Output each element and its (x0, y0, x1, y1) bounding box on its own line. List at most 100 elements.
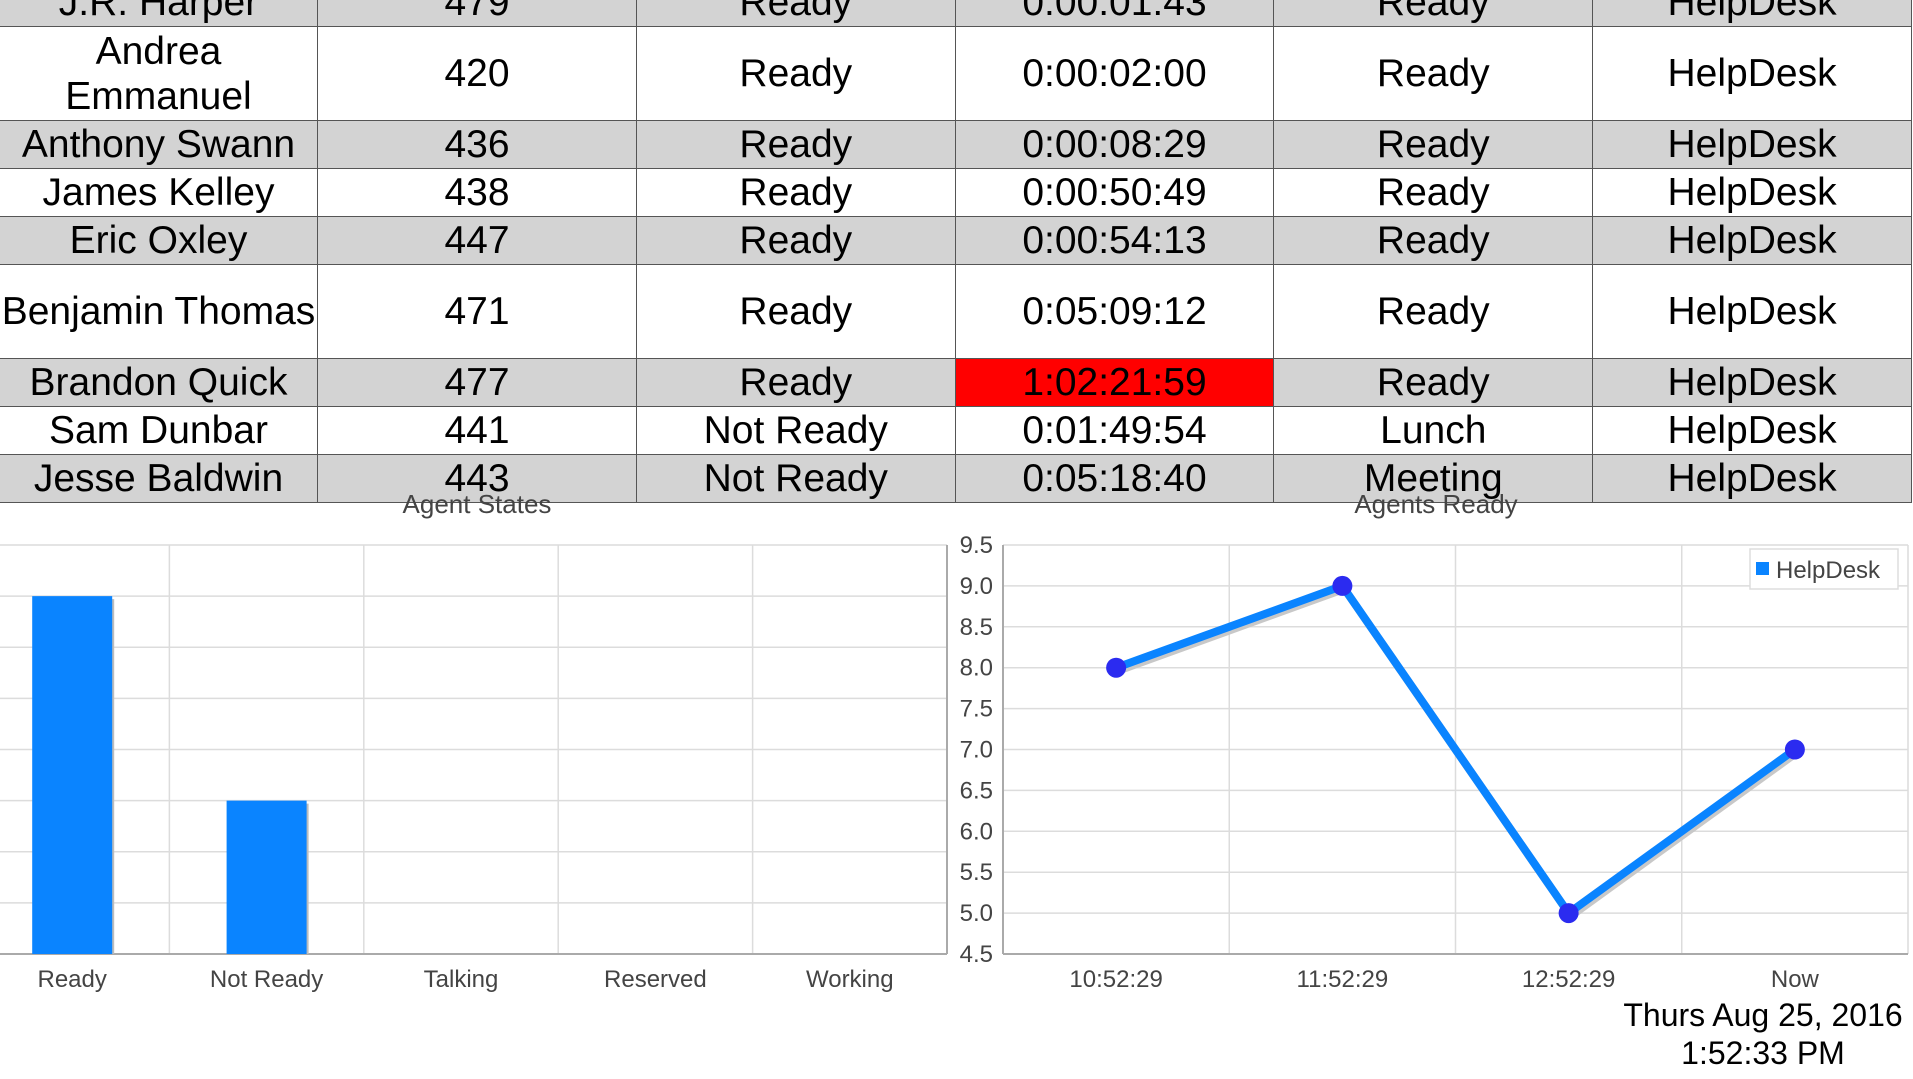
table-row: James Kelley 438 Ready 0:00:50:49 Ready HelpD… (0, 168, 1912, 217)
y-tick-label: 6.0 (960, 818, 993, 845)
state-reason: Ready (1273, 0, 1594, 27)
agent-name: Anthony Swann (0, 120, 318, 169)
table-row: Anthony Swann 436 Ready 0:00:08:29 Ready Help… (0, 120, 1912, 169)
agent-name: Sam Dunbar (0, 406, 318, 455)
x-tick-label: 10:52:29 (1069, 966, 1162, 993)
y-tick-label: 5.5 (960, 859, 993, 886)
bar (226, 800, 307, 954)
agent-group: HelpDesk (1592, 358, 1912, 407)
table-row: Andrea Emmanuel 420 Ready 0:00:02:00 Ready He… (0, 26, 1912, 121)
legend-label: HelpDesk (1776, 557, 1881, 584)
table-row: Benjamin Thomas 471 Ready 0:05:09:12 Ready He… (0, 264, 1912, 359)
state-duration-alert: 1:02:21:59 (954, 358, 1275, 407)
state-reason: Ready (1273, 120, 1594, 169)
x-tick-label: Not Ready (210, 966, 323, 993)
state-duration: 0:05:18:40 (954, 454, 1275, 503)
agent-group: HelpDesk (1592, 120, 1912, 169)
agent-group: HelpDesk (1592, 168, 1912, 217)
x-tick-label: Talking (424, 966, 499, 993)
state-reason: Ready (1273, 216, 1594, 265)
y-tick-label: 7.0 (960, 737, 993, 764)
table-row: J.R. Harper 479 Ready 0:00:01:43 Ready HelpDe… (0, 0, 1912, 27)
x-tick-label: 12:52:29 (1522, 966, 1615, 993)
state-duration: 0:05:09:12 (954, 264, 1275, 359)
state-duration: 0:00:02:00 (954, 26, 1275, 121)
agent-states-chart: Agent States012345678ReadyNot ReadyTalki… (0, 489, 948, 993)
x-tick-label: 11:52:29 (1297, 966, 1389, 993)
x-tick-label: Reserved (604, 966, 707, 993)
chart-title: Agents Ready (1354, 489, 1517, 519)
timestamp: Thurs Aug 25, 2016 1:52:33 PM (1613, 996, 1913, 1072)
state-reason: Meeting (1273, 454, 1594, 503)
chart-title: Agent States (403, 489, 552, 519)
data-point (1106, 657, 1127, 678)
timestamp-time: 1:52:33 PM (1681, 1035, 1845, 1071)
state-reason: Ready (1273, 264, 1594, 359)
state-duration: 0:00:08:29 (954, 120, 1275, 169)
y-tick-label: 8.5 (960, 614, 993, 641)
table-row: Brandon Quick 477 Ready 1:02:21:59 Ready Help… (0, 358, 1912, 407)
timestamp-date: Thurs Aug 25, 2016 (1623, 997, 1903, 1033)
agent-name: Brandon Quick (0, 358, 318, 407)
agent-state: Ready (636, 0, 956, 27)
agent-extension: 443 (316, 454, 638, 503)
state-duration: 0:01:49:54 (954, 406, 1275, 455)
agent-name: James Kelley (0, 168, 318, 217)
agent-extension: 447 (316, 216, 638, 265)
agent-name: Eric Oxley (0, 216, 318, 265)
agent-group: HelpDesk (1592, 26, 1912, 121)
agent-extension: 477 (316, 358, 638, 407)
agent-group: HelpDesk (1592, 216, 1912, 265)
table-row: Sam Dunbar 441 Not Ready 0:01:49:54 Lunch Hel… (0, 406, 1912, 455)
agent-state: Not Ready (636, 406, 956, 455)
agent-state: Ready (636, 216, 956, 265)
bar (32, 596, 113, 954)
state-duration: 0:00:01:43 (954, 0, 1275, 27)
state-reason: Ready (1273, 358, 1594, 407)
agent-extension: 441 (316, 406, 638, 455)
agent-extension: 479 (316, 0, 638, 27)
data-point (1784, 739, 1805, 760)
agent-group: HelpDesk (1592, 0, 1912, 27)
x-tick-label: Now (1771, 966, 1820, 993)
x-tick-label: Working (806, 966, 894, 993)
agent-extension: 471 (316, 264, 638, 359)
agent-name: Andrea Emmanuel (0, 26, 318, 121)
agent-extension: 438 (316, 168, 638, 217)
data-point (1558, 903, 1579, 924)
agent-extension: 420 (316, 26, 638, 121)
y-tick-label: 7.5 (960, 696, 993, 723)
legend-box (1749, 548, 1899, 590)
y-tick-label: 9.5 (960, 532, 993, 559)
agent-state: Ready (636, 264, 956, 359)
agents-ready-chart: Agents Ready 4.5 5.0 5.5 6.0 6.5 7.0 7.5 8.0 8.5 9… (960, 489, 1909, 993)
state-reason: Ready (1273, 168, 1594, 217)
agent-name: Benjamin Thomas (0, 264, 318, 359)
y-tick-label: 9.0 (960, 573, 993, 600)
agent-state: Not Ready (636, 454, 956, 503)
agent-group: HelpDesk (1592, 264, 1912, 359)
agent-state: Ready (636, 26, 956, 121)
agent-group: HelpDesk (1592, 406, 1912, 455)
agent-extension: 436 (316, 120, 638, 169)
state-duration: 0:00:54:13 (954, 216, 1275, 265)
agent-name: Jesse Baldwin (0, 454, 318, 503)
x-tick-label: Ready (38, 966, 107, 993)
y-tick-label: 8.0 (960, 655, 993, 682)
data-point (1332, 575, 1353, 596)
y-tick-label: 5.0 (960, 900, 993, 927)
agent-name: J.R. Harper (0, 0, 318, 27)
agent-status-table: J.R. Harper 479 Ready 0:00:01:43 Ready HelpDe… (0, 0, 1912, 503)
table-row: Eric Oxley 447 Ready 0:00:54:13 Ready HelpDes… (0, 216, 1912, 265)
state-reason: Lunch (1273, 406, 1594, 455)
state-reason: Ready (1273, 26, 1594, 121)
table-row: Jesse Baldwin 443 Not Ready 0:05:18:40 Meeti… (0, 454, 1912, 503)
series-line-helpdesk (1114, 581, 1798, 918)
agent-group: HelpDesk (1592, 454, 1912, 503)
y-tick-label: 4.5 (960, 941, 993, 968)
y-tick-label: 6.5 (960, 777, 993, 804)
state-duration: 0:00:50:49 (954, 168, 1275, 217)
agent-state: Ready (636, 120, 956, 169)
legend-swatch (1756, 562, 1769, 575)
agent-state: Ready (636, 168, 956, 217)
